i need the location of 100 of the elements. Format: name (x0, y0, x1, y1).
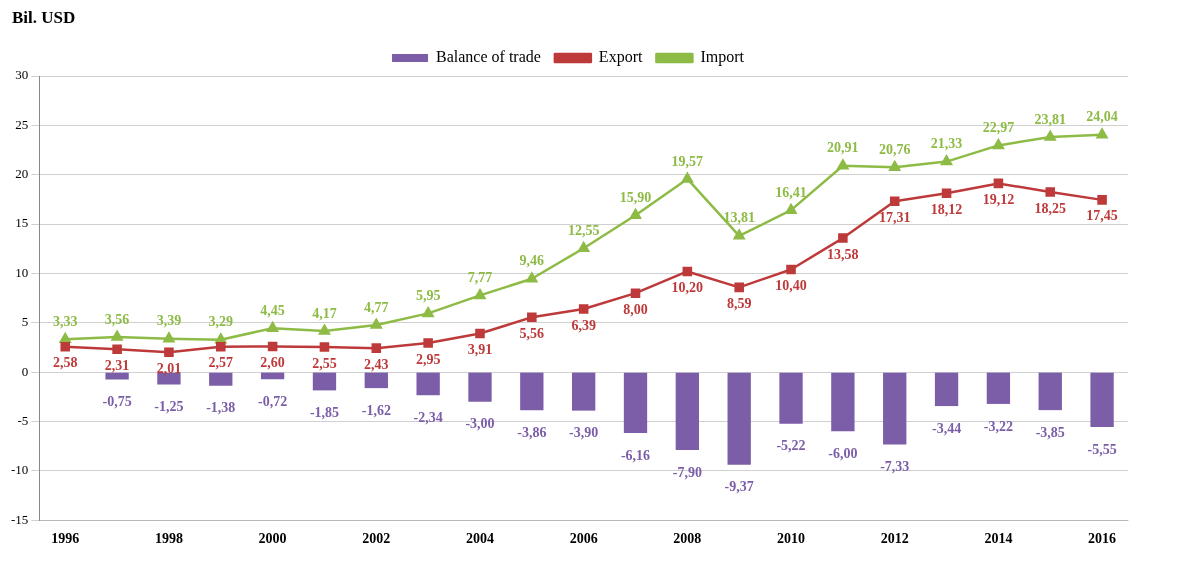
data-label: -1,38 (206, 400, 236, 416)
point (60, 341, 71, 352)
data-label: -5,22 (776, 438, 806, 454)
point (267, 321, 279, 332)
data-label: -7,90 (672, 464, 702, 480)
point (681, 172, 693, 183)
data-label: 2,43 (364, 356, 389, 372)
data-label: 9,46 (519, 253, 545, 269)
y-tick-label: -10 (10, 462, 29, 478)
data-label: 20,91 (827, 140, 859, 156)
data-label: 19,12 (982, 192, 1015, 208)
y-tick-label: -15 (10, 511, 29, 527)
data-label: 17,45 (1086, 208, 1118, 224)
data-label: 2,57 (208, 355, 234, 371)
data-label: -3,00 (465, 416, 495, 432)
data-label: -5,55 (1087, 441, 1117, 457)
point (1097, 195, 1107, 205)
point (1096, 128, 1108, 139)
data-label: -3,90 (569, 425, 599, 441)
point (786, 264, 796, 275)
point (992, 139, 1004, 150)
x-tick-label: 2012 (880, 531, 909, 547)
point (734, 282, 744, 293)
data-label: 3,29 (208, 314, 234, 330)
data-label: 13,81 (723, 210, 755, 226)
data-label: -2,34 (413, 409, 443, 425)
data-label: 2,55 (312, 355, 337, 371)
x-tick-label: 2002 (362, 531, 391, 547)
data-label: 4,17 (312, 305, 337, 321)
data-label: 2,01 (156, 360, 182, 376)
data-label: -7,33 (880, 459, 910, 475)
data-label: 3,39 (156, 313, 182, 329)
point (889, 196, 900, 207)
data-label: -1,85 (309, 405, 340, 420)
data-label: 18,12 (930, 201, 963, 217)
point (733, 229, 745, 240)
data-label: 18,25 (1034, 200, 1066, 216)
data-label: -3,22 (983, 418, 1013, 434)
data-label: 3,56 (104, 311, 130, 327)
x-tick-label: 1998 (154, 531, 183, 547)
data-label: -1,25 (154, 399, 184, 415)
data-label: -0,75 (102, 394, 132, 410)
data-label: 13,58 (827, 246, 859, 262)
point (475, 328, 485, 339)
legend-label: Export (598, 48, 643, 67)
data-label: -9,37 (724, 479, 754, 495)
y-tick-label: 0 (21, 363, 29, 379)
data-label: 8,59 (726, 295, 752, 311)
point (370, 318, 382, 329)
data-label: 5,56 (519, 325, 545, 341)
y-tick-label: 30 (15, 67, 29, 83)
point (371, 343, 382, 353)
data-label: 2,95 (415, 351, 441, 367)
point (164, 347, 174, 358)
data-label: 24,04 (1086, 109, 1118, 125)
x-tick-label: 2006 (569, 531, 598, 547)
data-label: 20,76 (878, 141, 911, 157)
x-tick-label: 2016 (1088, 531, 1117, 547)
y-tick-label: 5 (21, 314, 29, 330)
y-tick-label: 20 (15, 166, 29, 182)
y-tick-label: -5 (17, 412, 29, 428)
data-label: 16,41 (775, 184, 807, 200)
point (629, 208, 642, 219)
point (1045, 187, 1056, 197)
data-label: 3,91 (467, 342, 493, 358)
data-label: 8,00 (623, 301, 648, 317)
x-tick-label: 2000 (258, 531, 287, 547)
point (422, 307, 434, 318)
point (423, 338, 433, 348)
point (111, 330, 123, 341)
data-label: 3,33 (53, 313, 78, 329)
x-tick-label: 2008 (673, 531, 702, 547)
data-label: 22,97 (982, 120, 1015, 135)
point (215, 341, 226, 352)
y-axis-title: Bil. USD (12, 8, 77, 28)
point (630, 288, 641, 298)
point (941, 188, 952, 199)
data-label: -6,16 (620, 447, 651, 463)
data-label: 4,77 (364, 299, 389, 315)
point (578, 304, 589, 314)
point (1044, 130, 1056, 141)
x-tick-label: 2010 (777, 531, 806, 547)
x-tick-label: 1996 (51, 531, 80, 547)
data-label: 7,77 (467, 270, 493, 286)
data-label: -3,85 (1035, 424, 1065, 440)
data-label: 4,45 (260, 302, 285, 318)
point (837, 159, 849, 170)
data-label: 21,33 (930, 136, 963, 152)
point (318, 324, 331, 335)
data-label: 12,55 (567, 222, 600, 238)
data-label: 10,20 (671, 280, 704, 296)
point (785, 203, 797, 214)
point (993, 178, 1004, 189)
data-label: -0,72 (258, 393, 288, 409)
data-label: 19,57 (671, 153, 704, 169)
data-label: 17,31 (878, 209, 911, 225)
y-tick-label: 25 (15, 116, 29, 132)
legend-label: Import (700, 48, 745, 67)
point (112, 344, 122, 355)
point (682, 266, 693, 277)
